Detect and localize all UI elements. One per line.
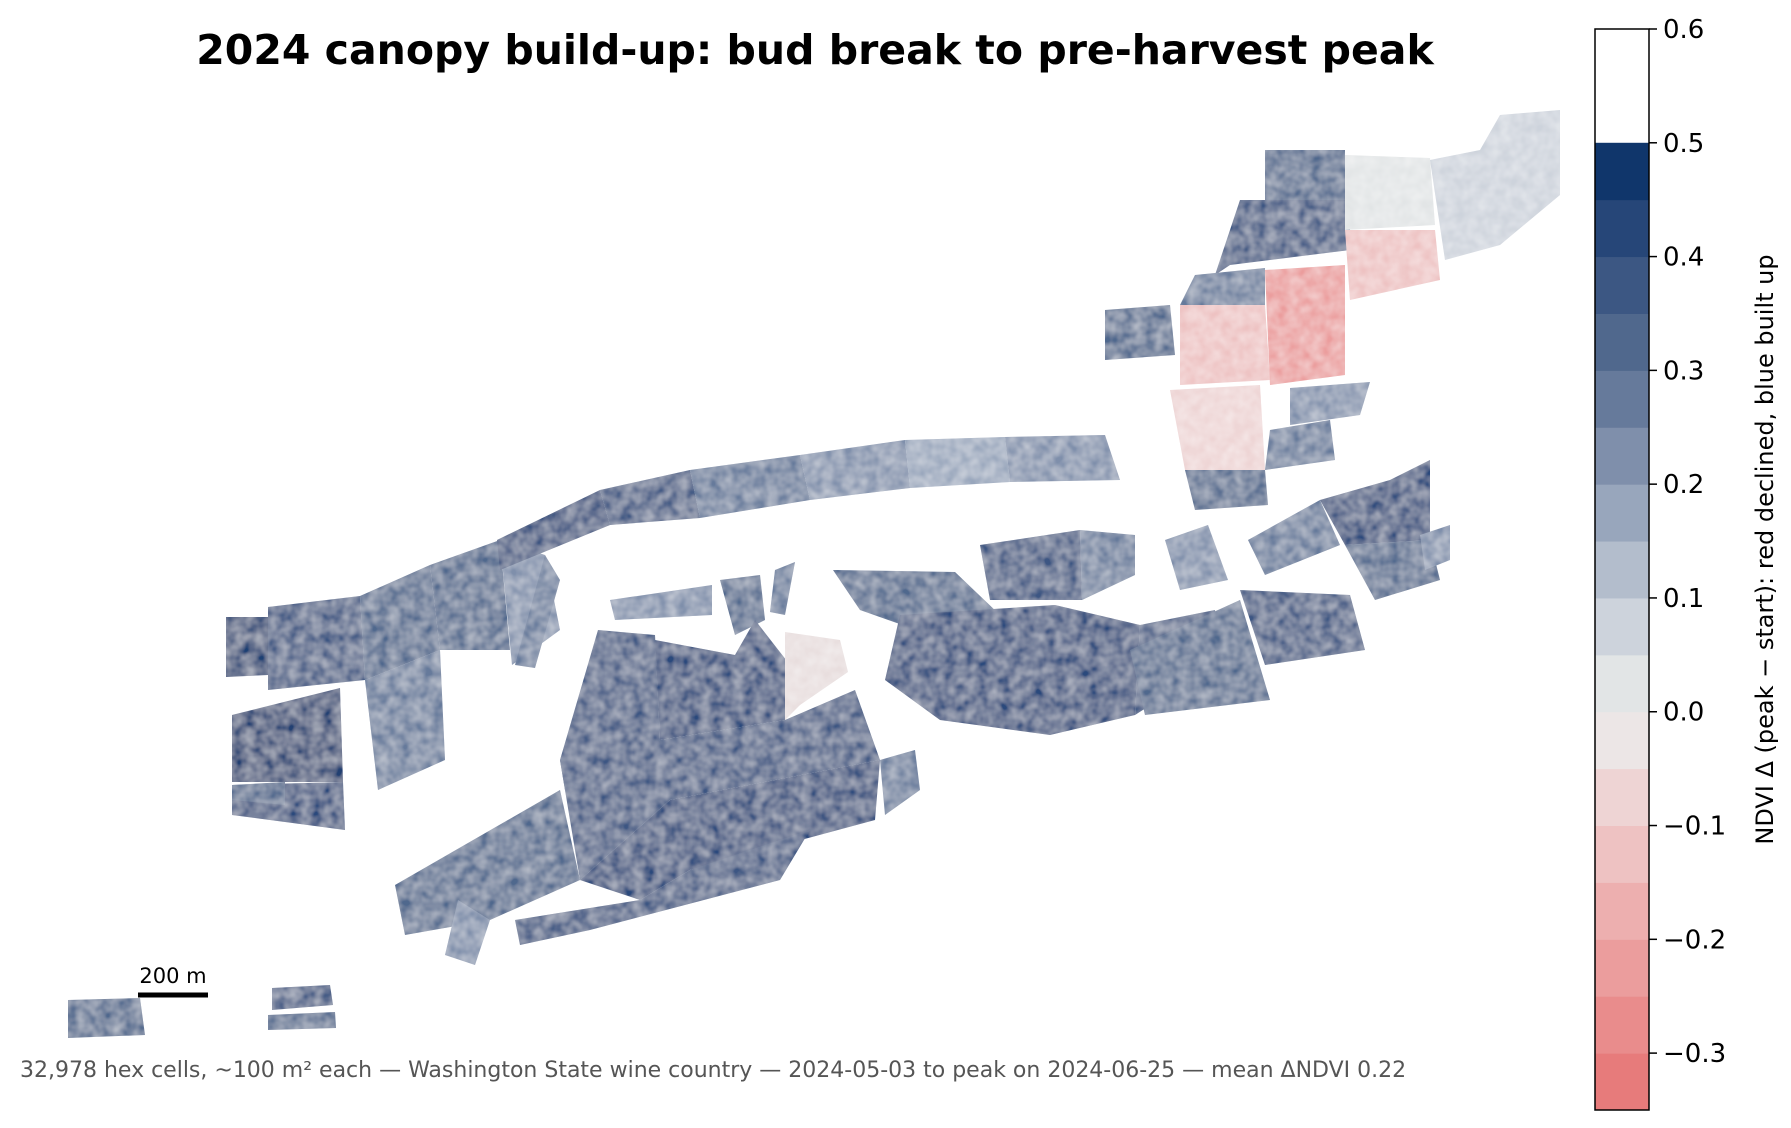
chart-title: 2024 canopy build-up: bud break to pre-h… <box>196 26 1435 74</box>
field-block <box>905 437 1010 488</box>
field-block <box>1105 305 1175 360</box>
scale-bar-label: 200 m <box>139 964 206 988</box>
field-block <box>445 900 490 965</box>
field-block <box>1265 150 1345 200</box>
field-block <box>430 540 510 650</box>
field-block <box>272 985 333 1010</box>
figure-caption: 32,978 hex cells, ~100 m² each — Washing… <box>20 1058 1406 1083</box>
field-block <box>1320 460 1430 545</box>
field-block <box>1290 382 1370 425</box>
colorbar-tick-label: −0.2 <box>1663 925 1726 955</box>
colorbar-band <box>1595 1053 1649 1111</box>
colorbar-band <box>1595 256 1649 314</box>
field-block <box>1248 500 1340 575</box>
field-block <box>610 585 712 620</box>
vineyard-map <box>226 110 1560 965</box>
colorbar-band <box>1595 654 1649 713</box>
colorbar-band <box>1595 996 1649 1054</box>
field-block <box>1345 540 1440 600</box>
colorbar-band <box>1595 427 1649 485</box>
colorbar-band <box>1595 597 1649 656</box>
colorbar-band <box>1595 768 1649 827</box>
colorbar-bands <box>1595 142 1649 1111</box>
scale-bar: 200 m <box>138 964 208 998</box>
field-block <box>232 688 343 782</box>
colorbar-tick-label: 0.3 <box>1663 356 1704 386</box>
field-block <box>497 490 610 570</box>
colorbar-tick-label: 0.1 <box>1663 584 1704 614</box>
field-block <box>68 998 145 1038</box>
field-block <box>800 440 910 500</box>
field-block <box>1265 265 1345 385</box>
colorbar-tick-label: 0.0 <box>1663 698 1704 728</box>
colorbar-band <box>1595 541 1649 599</box>
colorbar-band <box>1595 313 1649 371</box>
field-block <box>515 830 810 945</box>
colorbar-tick-label: 0.5 <box>1663 129 1704 159</box>
field-block <box>1265 420 1335 470</box>
field-block <box>268 1012 336 1030</box>
colorbar-band <box>1595 142 1649 201</box>
field-block <box>365 650 445 790</box>
colorbar: 0.6 0.5 0.4 0.3 0.2 0.1 0.0 −0.1 −0.2 −0.3 NDVI Δ… <box>1594 15 1779 1111</box>
field-block <box>770 562 795 615</box>
field-block <box>1185 470 1268 510</box>
field-block <box>1345 230 1440 300</box>
field-block <box>1180 305 1270 385</box>
field-block <box>515 555 560 668</box>
field-block <box>720 575 765 635</box>
colorbar-band <box>1595 825 1649 883</box>
colorbar-tick-label: 0.4 <box>1663 243 1704 273</box>
field-block <box>1005 435 1120 482</box>
colorbar-tick-label: 0.6 <box>1663 15 1704 45</box>
colorbar-frame <box>1594 28 1650 1111</box>
colorbar-band <box>1595 484 1649 542</box>
field-block <box>395 790 580 935</box>
field-block <box>232 782 285 805</box>
field-block <box>785 632 848 720</box>
field-block <box>268 596 365 690</box>
field-block <box>980 530 1082 600</box>
field-block <box>1430 110 1560 260</box>
field-block <box>1240 590 1365 665</box>
field-block <box>1215 200 1350 275</box>
field-block <box>1080 530 1135 600</box>
field-block <box>1170 385 1265 470</box>
field-block <box>880 750 920 815</box>
field-block <box>1180 268 1265 305</box>
colorbar-band <box>1595 199 1649 258</box>
colorbar-band <box>1595 939 1649 997</box>
field-block <box>655 620 790 740</box>
field-block <box>690 455 810 518</box>
field-block <box>580 760 880 900</box>
colorbar-tick-label: −0.1 <box>1663 812 1726 842</box>
field-block <box>360 565 440 680</box>
field-block <box>1420 525 1450 570</box>
colorbar-ticks: 0.6 0.5 0.4 0.3 0.2 0.1 0.0 −0.1 −0.2 −0.3 <box>1649 15 1726 1069</box>
field-block <box>226 617 268 677</box>
colorbar-band <box>1595 882 1649 940</box>
field-block <box>1130 600 1270 715</box>
colorbar-band <box>1595 370 1649 428</box>
colorbar-band <box>1595 711 1649 770</box>
colorbar-label: NDVI Δ (peak − start): red declined, blu… <box>1751 254 1779 844</box>
field-block <box>1345 155 1435 230</box>
field-block <box>560 690 880 880</box>
field-block <box>600 470 700 525</box>
colorbar-tick-label: 0.2 <box>1663 470 1704 500</box>
colorbar-tick-label: −0.3 <box>1663 1039 1726 1069</box>
field-block <box>885 605 1140 735</box>
sw-fields <box>68 985 336 1038</box>
field-block <box>1165 525 1228 590</box>
